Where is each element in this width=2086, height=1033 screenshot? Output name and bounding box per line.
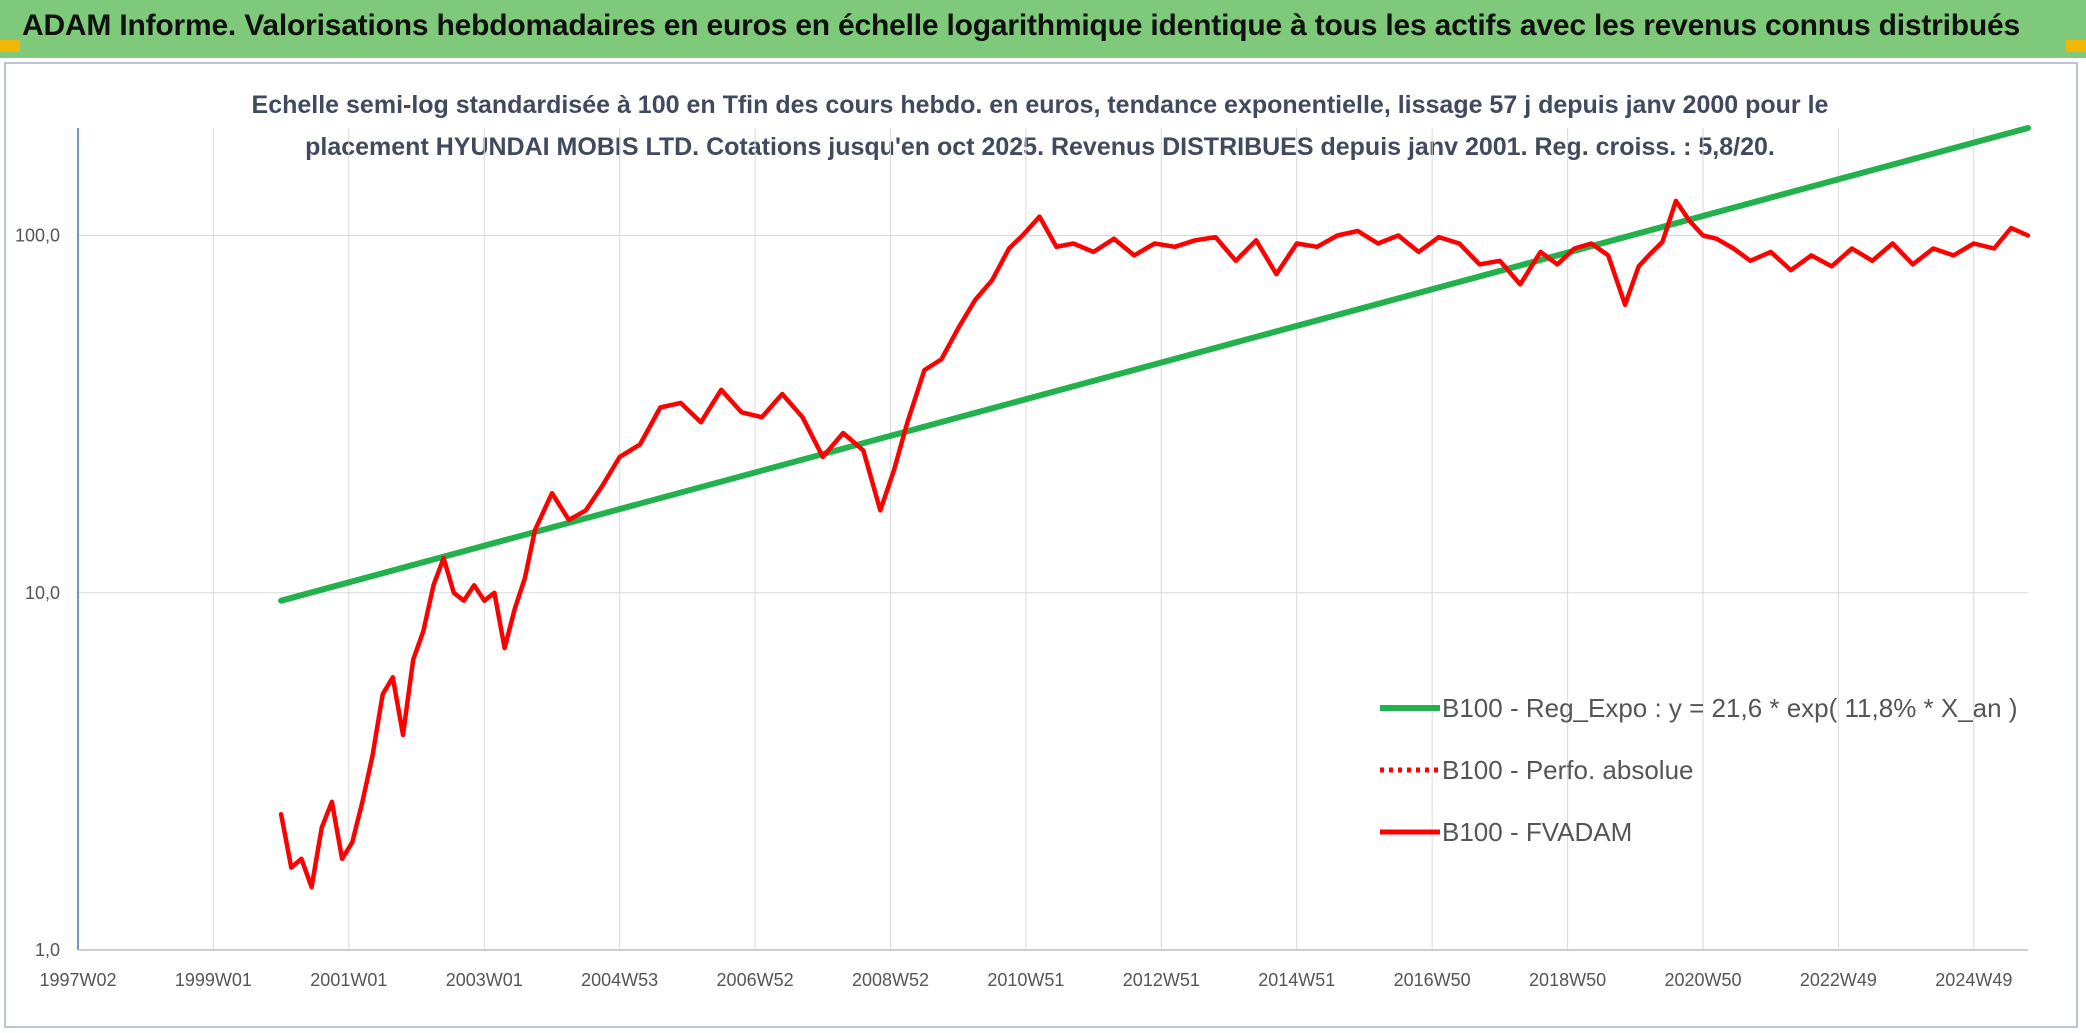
x-tick-label: 2020W50	[1664, 970, 1741, 990]
x-tick-label: 2004W53	[581, 970, 658, 990]
y-tick-label: 100,0	[15, 226, 60, 246]
corner-marker-left	[0, 40, 20, 52]
x-tick-label: 2003W01	[446, 970, 523, 990]
x-tick-label: 2022W49	[1800, 970, 1877, 990]
x-tick-label: 2018W50	[1529, 970, 1606, 990]
x-tick-label: 2010W51	[987, 970, 1064, 990]
chart-title-line1: Echelle semi-log standardisée à 100 en T…	[251, 91, 1829, 119]
legend-label: B100 - Reg_Expo : y = 21,6 * exp( 11,8% …	[1442, 693, 2017, 723]
x-tick-label: 2024W49	[1935, 970, 2012, 990]
x-tick-label: 2014W51	[1258, 970, 1335, 990]
x-tick-label: 2001W01	[310, 970, 387, 990]
y-tick-label: 10,0	[25, 583, 60, 603]
series-line-0	[278, 125, 2031, 604]
x-tick-label: 1999W01	[175, 970, 252, 990]
header-bar	[0, 0, 2086, 58]
x-tick-label: 2008W52	[852, 970, 929, 990]
legend-label: B100 - Perfo. absolue	[1442, 755, 1694, 785]
x-tick-label: 2016W50	[1394, 970, 1471, 990]
chart-title-line2: placement HYUNDAI MOBIS LTD. Cotations j…	[305, 133, 1775, 161]
x-tick-label: 1997W02	[39, 970, 116, 990]
y-tick-label: 1,0	[35, 940, 60, 960]
report-title: ADAM Informe. Valorisations hebdomadaire…	[22, 9, 2020, 42]
chart-title: Echelle semi-log standardisée à 100 en T…	[250, 84, 1830, 168]
corner-marker-right	[2066, 40, 2086, 52]
chart-frame	[4, 62, 2078, 1028]
x-tick-label: 2012W51	[1123, 970, 1200, 990]
x-tick-label: 2006W52	[717, 970, 794, 990]
series-line-2	[278, 198, 2031, 890]
legend-label: B100 - FVADAM	[1442, 817, 1632, 847]
